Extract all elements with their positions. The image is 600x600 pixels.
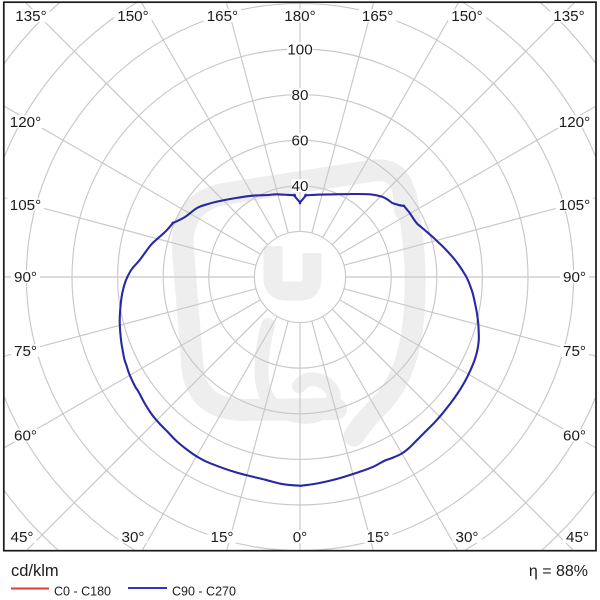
svg-text:120°: 120° bbox=[559, 114, 590, 131]
svg-text:60°: 60° bbox=[14, 428, 37, 445]
svg-text:165°: 165° bbox=[362, 8, 393, 25]
svg-text:120°: 120° bbox=[10, 114, 41, 131]
svg-text:45°: 45° bbox=[566, 529, 589, 546]
svg-text:105°: 105° bbox=[10, 197, 41, 214]
svg-text:η = 88%: η = 88% bbox=[529, 563, 588, 580]
svg-text:150°: 150° bbox=[451, 8, 482, 25]
svg-text:75°: 75° bbox=[14, 343, 37, 360]
svg-text:100: 100 bbox=[287, 41, 312, 58]
svg-text:105°: 105° bbox=[559, 197, 590, 214]
svg-text:80: 80 bbox=[292, 87, 309, 104]
svg-text:40: 40 bbox=[292, 178, 309, 195]
svg-text:90°: 90° bbox=[563, 269, 586, 286]
svg-text:165°: 165° bbox=[207, 8, 238, 25]
svg-text:90°: 90° bbox=[14, 269, 37, 286]
svg-text:60°: 60° bbox=[563, 428, 586, 445]
svg-text:15°: 15° bbox=[367, 529, 390, 546]
svg-text:cd/klm: cd/klm bbox=[11, 562, 59, 580]
svg-text:75°: 75° bbox=[563, 343, 586, 360]
svg-text:30°: 30° bbox=[456, 529, 479, 546]
svg-text:150°: 150° bbox=[117, 8, 148, 25]
svg-text:135°: 135° bbox=[15, 8, 46, 25]
svg-text:180°: 180° bbox=[284, 8, 315, 25]
svg-text:15°: 15° bbox=[211, 529, 234, 546]
svg-text:45°: 45° bbox=[11, 529, 34, 546]
svg-text:135°: 135° bbox=[553, 8, 584, 25]
svg-text:60: 60 bbox=[292, 133, 309, 150]
svg-text:0°: 0° bbox=[293, 529, 308, 546]
svg-text:C90 - C270: C90 - C270 bbox=[172, 585, 236, 599]
svg-text:C0 - C180: C0 - C180 bbox=[54, 585, 111, 599]
svg-text:30°: 30° bbox=[122, 529, 145, 546]
